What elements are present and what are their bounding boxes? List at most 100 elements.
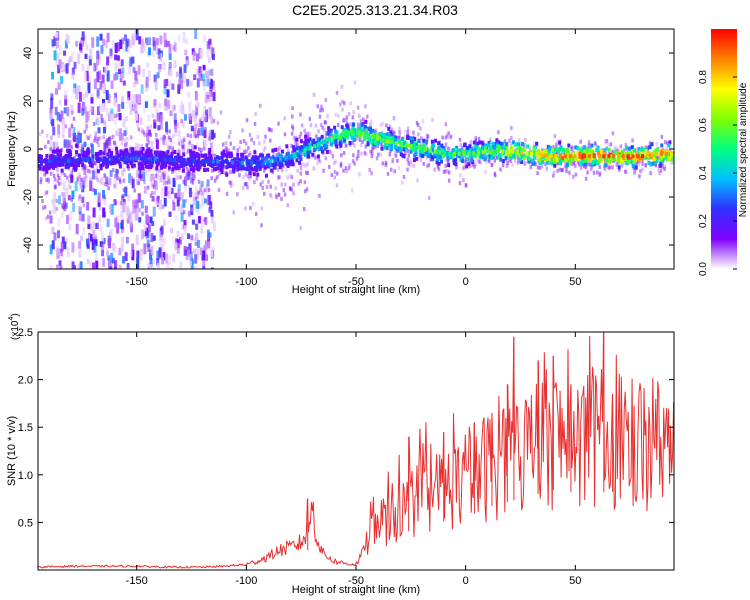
spectrogram-ridge-cell	[476, 141, 480, 146]
spectrogram-noise-cell	[58, 59, 62, 69]
spectrogram-ridge-cell	[204, 156, 208, 161]
spectrogram-ridge-cell	[480, 152, 484, 157]
spectrogram-ridge-cell	[311, 140, 315, 145]
snr-plot-frame	[37, 331, 675, 571]
spectrogram-halo-cell	[296, 155, 300, 160]
spectrogram-noise-cell	[132, 94, 136, 105]
spectrogram-ridge-cell	[467, 162, 471, 167]
spectrogram-halo-cell	[260, 223, 263, 228]
spectrogram-ridge-peak	[346, 132, 350, 137]
spectrogram-noise-cell	[175, 238, 179, 244]
spectrogram-halo-cell	[127, 167, 130, 172]
spectrogram-halo-cell	[78, 174, 82, 179]
spectrogram-ridge-peak	[211, 159, 215, 164]
spectrogram-halo-cell	[301, 152, 304, 157]
spectrogram-halo-cell	[199, 184, 203, 189]
spectrogram-halo-cell	[199, 151, 203, 156]
spectrogram-halo-cell	[161, 137, 165, 142]
spectrogram-halo-cell	[137, 127, 141, 132]
spectrogram-ridge-cell	[418, 149, 422, 154]
spectrogram-noise-cell	[151, 221, 155, 227]
spectrogram-noise-cell	[202, 250, 206, 261]
spectrogram-ridge-cell	[565, 162, 569, 167]
spectrogram-ridge-cell	[667, 143, 671, 148]
spectrogram-ridge-peak	[525, 151, 529, 156]
spectrogram-noise-cell	[174, 172, 178, 181]
spectrogram-noise-cell	[183, 176, 187, 184]
spectrogram-halo-cell	[202, 146, 206, 151]
spectrogram-halo-cell	[661, 161, 664, 166]
spectrogram-ridge-cell	[547, 157, 551, 162]
spectrogram-halo-cell	[302, 162, 305, 167]
spectrogram-noise-cell	[129, 250, 133, 257]
spectrogram-ridge-cell	[478, 154, 482, 159]
spectrogram-halo-cell	[61, 133, 65, 138]
spectrogram-halo-cell	[208, 133, 212, 138]
spectrogram-ridge-cell	[251, 159, 255, 164]
spectrogram-ridge-cell	[236, 152, 240, 157]
spectrogram-ridge-cell	[214, 166, 218, 171]
spectrogram-noise-cell	[128, 173, 132, 183]
spectrogram-halo-cell	[238, 145, 241, 150]
spectrogram-halo-cell	[477, 159, 480, 164]
spectrogram-ridge-cell	[551, 161, 555, 166]
spectrogram-noise-cell	[100, 177, 104, 185]
spectrogram-noise-cell	[142, 171, 146, 181]
spectrogram-y-axis-label: Frequency (Hz)	[6, 111, 18, 187]
x-tick-label: 0	[463, 276, 469, 288]
spectrogram-ridge-peak	[245, 161, 249, 166]
spectrogram-ridge-cell	[160, 158, 164, 163]
spectrogram-halo-cell	[305, 187, 309, 192]
spectrogram-ridge-cell	[362, 137, 366, 142]
spectrogram-noise-cell	[172, 45, 176, 51]
spectrogram-halo-cell	[149, 132, 153, 137]
spectrogram-ridge-cell	[256, 164, 260, 169]
x-tick-label: 0	[463, 575, 469, 587]
spectrogram-ridge-peak	[148, 157, 152, 162]
spectrogram-ridge-cell	[143, 161, 147, 166]
spectrogram-halo-cell	[39, 164, 43, 169]
spectrogram-halo-cell	[447, 178, 451, 183]
spectrogram-ridge-cell	[392, 140, 396, 145]
spectrogram-halo-cell	[356, 105, 360, 110]
spectrogram-ridge-cell	[38, 166, 42, 171]
spectrogram-halo-cell	[369, 122, 372, 127]
spectrogram-noise-cell	[121, 67, 125, 79]
spectrogram-noise-cell	[87, 152, 91, 159]
spectrogram-noise-cell	[192, 248, 196, 255]
spectrogram-noise-cell	[165, 136, 169, 146]
spectrogram-ridge-peak	[284, 155, 288, 160]
spectrogram-halo-cell	[587, 143, 591, 148]
spectrogram-ridge-cell	[56, 152, 60, 157]
spectrogram-halo-cell	[248, 176, 251, 181]
spectrogram-ridge-cell	[436, 156, 440, 161]
spectrogram-ridge-cell	[497, 140, 501, 145]
spectrogram-halo-cell	[85, 123, 88, 128]
spectrogram-ridge-cell	[548, 146, 552, 151]
spectrogram-ridge-cell	[154, 152, 158, 157]
spectrogram-ridge-cell	[267, 160, 271, 165]
spectrogram-noise-cell	[172, 236, 176, 244]
spectrogram-ridge-cell	[229, 164, 233, 169]
spectrogram-noise-cell	[52, 203, 56, 214]
spectrogram-noise-cell	[195, 233, 199, 241]
spectrogram-ridge-cell	[99, 166, 103, 171]
spectrogram-halo-cell	[98, 179, 102, 184]
spectrogram-halo-cell	[98, 136, 102, 141]
spectrogram-ridge-cell	[584, 162, 588, 167]
spectrogram-halo-cell	[194, 196, 198, 201]
spectrogram-ridge-cell	[634, 157, 638, 162]
spectrogram-halo-cell	[577, 160, 580, 165]
spectrogram-ridge-cell	[131, 147, 135, 152]
spectrogram-ridge-cell	[225, 153, 229, 158]
spectrogram-ridge-cell	[487, 140, 491, 145]
spectrogram-ridge-cell	[126, 159, 130, 164]
spectrogram-halo-cell	[45, 177, 48, 182]
spectrogram-ridge-cell	[61, 162, 65, 167]
spectrogram-ridge-cell	[440, 159, 444, 164]
spectrogram-halo-cell	[291, 126, 295, 131]
spectrogram-ridge-cell	[441, 146, 445, 151]
spectrogram-halo-cell	[276, 175, 280, 180]
spectrogram-noise-cell	[158, 202, 162, 209]
spectrogram-halo-cell	[130, 135, 133, 140]
